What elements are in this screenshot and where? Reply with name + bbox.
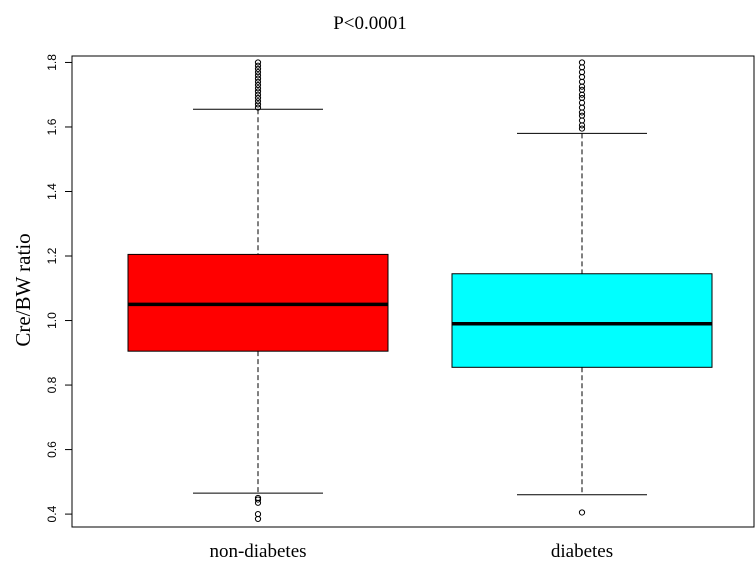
outlier-point [254,59,262,66]
y-tick-label: 0.6 [45,441,59,458]
box-non-diabetes [127,59,389,523]
outlier-point [254,81,262,89]
y-tick-label: 1.0 [45,312,59,329]
outlier-point [254,101,262,108]
outlier-point [578,59,586,66]
outlier-point [578,125,586,132]
y-tick-label: 1.8 [45,54,59,71]
outlier-point [254,69,262,76]
box-diabetes [451,59,713,516]
outlier-point [254,98,262,105]
y-tick-label: 0.8 [45,376,59,393]
outlier-point [254,494,262,502]
outlier-point [254,65,262,73]
y-tick-label: 1.4 [45,183,59,200]
y-axis: 0.4 0.6 0.8 1.0 1.2 1.4 1.6 1.8 [45,54,73,522]
outlier-point [254,75,262,82]
category-labels: non-diabetes diabetes [209,541,613,562]
outlier-point [254,85,262,92]
outlier-point [254,62,262,69]
category-label: non-diabetes [209,541,306,562]
y-tick-label: 1.6 [45,118,59,135]
outlier-point [578,86,586,93]
outlier-point [254,91,262,98]
iqr-box [451,273,713,368]
y-tick-label: 1.2 [45,247,59,264]
y-tick-label: 0.4 [45,505,59,522]
outlier-point [578,94,586,102]
outlier-point [254,72,262,79]
outlier-point [254,94,262,102]
chart-title: P<0.0001 [333,13,407,34]
boxes-layer [127,59,713,523]
outlier-point [254,104,262,111]
outlier-point [254,510,262,518]
category-label: diabetes [551,541,613,562]
outlier-point [254,78,262,85]
outlier-point [578,509,586,516]
outlier-point [578,112,586,119]
outlier-point [254,88,262,95]
y-axis-label: Cre/BW ratio [11,233,35,346]
